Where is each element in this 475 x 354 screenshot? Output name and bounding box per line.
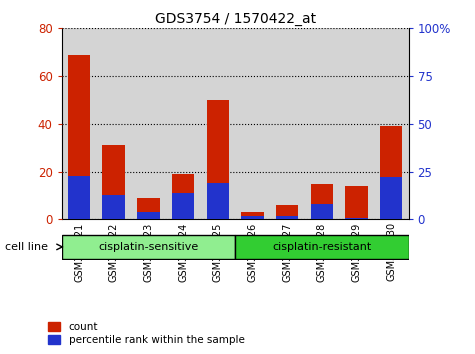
Bar <box>137 212 160 219</box>
Title: GDS3754 / 1570422_at: GDS3754 / 1570422_at <box>154 12 316 26</box>
Bar <box>137 198 160 219</box>
Bar <box>270 28 304 219</box>
Bar <box>166 28 200 219</box>
Text: cell line: cell line <box>5 242 48 252</box>
Bar <box>311 204 333 219</box>
Bar <box>103 145 125 219</box>
Bar <box>276 216 298 219</box>
Bar <box>131 28 166 219</box>
Bar <box>96 28 131 219</box>
Bar <box>276 205 298 219</box>
Bar <box>68 55 90 219</box>
Bar <box>172 174 194 219</box>
Bar <box>62 235 235 259</box>
Bar <box>374 28 408 219</box>
Bar <box>62 28 96 219</box>
Bar <box>339 28 374 219</box>
Text: cisplatin-sensitive: cisplatin-sensitive <box>98 242 199 252</box>
Bar <box>200 28 235 219</box>
Bar <box>235 235 408 259</box>
Bar <box>235 28 270 219</box>
Bar <box>207 183 229 219</box>
Bar <box>380 126 402 219</box>
Bar <box>68 176 90 219</box>
Bar <box>241 216 264 219</box>
Bar <box>345 218 368 219</box>
Bar <box>241 212 264 219</box>
Bar <box>103 195 125 219</box>
Legend: count, percentile rank within the sample: count, percentile rank within the sample <box>48 322 245 345</box>
Bar <box>172 193 194 219</box>
Bar <box>304 28 339 219</box>
Text: cisplatin-resistant: cisplatin-resistant <box>272 242 371 252</box>
Bar <box>311 184 333 219</box>
Bar <box>345 186 368 219</box>
Bar <box>380 177 402 219</box>
Bar <box>207 100 229 219</box>
